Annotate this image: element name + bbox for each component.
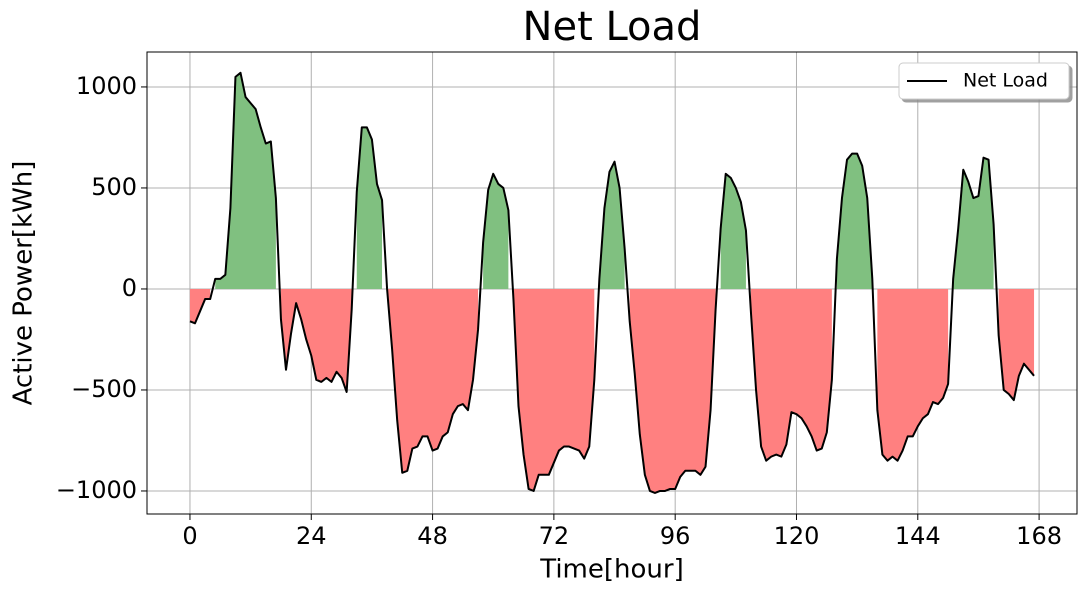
chart-title: Net Load xyxy=(523,4,702,50)
negative-fill xyxy=(189,288,211,324)
x-tick-label: 24 xyxy=(296,522,327,550)
legend-box xyxy=(898,62,1070,100)
y-tick-label: 500 xyxy=(91,173,137,201)
x-tick-label: 144 xyxy=(895,522,941,550)
y-tick-label: 0 xyxy=(122,274,137,302)
x-tick-label: 96 xyxy=(660,522,691,550)
negative-fill xyxy=(877,288,949,461)
x-tick-label: 72 xyxy=(539,522,570,550)
y-tick-label: −500 xyxy=(71,375,137,403)
y-tick-label: 1000 xyxy=(76,72,137,100)
x-tick-label: 0 xyxy=(182,522,197,550)
positive-fill xyxy=(483,173,509,289)
x-tick-label: 48 xyxy=(417,522,448,550)
positive-fill xyxy=(720,173,746,289)
positive-fill xyxy=(356,127,383,289)
x-tick-label: 120 xyxy=(774,522,820,550)
positive-fill xyxy=(953,157,994,289)
negative-fill xyxy=(998,288,1035,401)
negative-fill xyxy=(629,288,716,493)
positive-fill xyxy=(215,72,276,289)
negative-fill xyxy=(387,288,479,473)
plot-frame xyxy=(146,51,1078,515)
negative-fill xyxy=(280,288,352,392)
legend: Net Load xyxy=(898,62,1070,100)
positive-fill xyxy=(836,153,873,289)
y-tick-label: −1000 xyxy=(56,476,137,504)
line xyxy=(189,71,1035,494)
x-axis-label: Time[hour] xyxy=(539,555,683,585)
legend-label: Net Load xyxy=(963,70,1048,92)
x-tick-label: 168 xyxy=(1016,522,1062,550)
y-axis-label: Active Power[kWh] xyxy=(9,161,39,406)
negative-fill xyxy=(513,288,595,491)
positive-fill xyxy=(599,161,625,289)
negative-fill xyxy=(750,288,832,461)
